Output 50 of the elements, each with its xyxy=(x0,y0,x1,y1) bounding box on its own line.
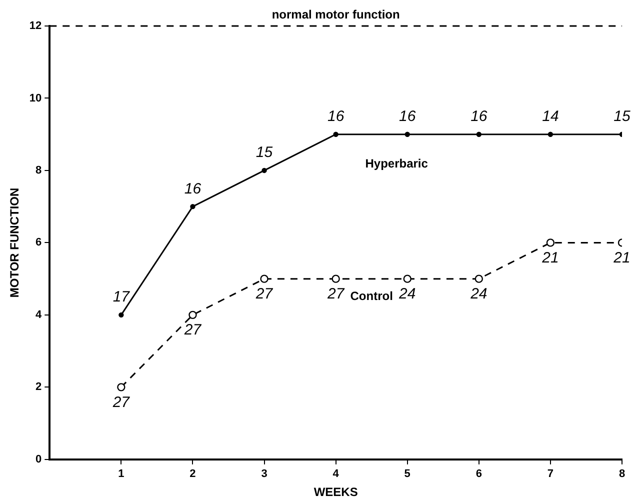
point xyxy=(117,383,126,392)
annotation: 27 xyxy=(183,322,202,339)
x-tick-label: 4 xyxy=(332,468,340,480)
y-tick-label: 10 xyxy=(29,92,42,104)
point xyxy=(118,312,124,318)
x-tick-label: 3 xyxy=(261,468,268,480)
point xyxy=(403,274,412,283)
point xyxy=(546,238,555,247)
point xyxy=(188,310,197,320)
point xyxy=(404,132,410,137)
annotation: 24 xyxy=(470,285,488,302)
annotation: 21 xyxy=(612,249,630,266)
series-label: Control xyxy=(350,289,393,304)
point xyxy=(476,132,482,137)
annotation: 14 xyxy=(542,108,559,126)
ref-line-label: normal motor function xyxy=(272,7,400,22)
series-label: Hyperbaric xyxy=(365,156,428,171)
point xyxy=(332,274,340,283)
annotation: 15 xyxy=(256,144,274,162)
x-tick-label: 7 xyxy=(547,468,554,480)
y-tick-label: 0 xyxy=(36,453,42,466)
annotation: 17 xyxy=(112,288,130,306)
y-tick-label: 8 xyxy=(36,164,42,176)
point xyxy=(333,132,338,137)
annotation: 16 xyxy=(399,108,416,126)
annotation: 27 xyxy=(326,285,345,302)
y-tick-label: 6 xyxy=(36,236,42,249)
point xyxy=(548,132,554,137)
annotation: 27 xyxy=(254,285,274,302)
annotation: 24 xyxy=(398,285,416,302)
point xyxy=(474,274,484,283)
x-tick-label: 2 xyxy=(190,468,196,480)
annotation: 16 xyxy=(470,108,488,126)
annotation: 21 xyxy=(541,249,559,266)
x-axis-title: WEEKS xyxy=(314,485,358,500)
x-tick-label: 8 xyxy=(618,468,626,480)
point xyxy=(262,168,267,174)
point xyxy=(190,204,196,210)
y-axis-title: MOTOR FUNCTION xyxy=(8,188,22,298)
y-tick-label: 12 xyxy=(29,20,42,32)
x-tick-label: 5 xyxy=(404,468,410,480)
x-tick-label: 6 xyxy=(476,468,482,480)
x-tick-label: 1 xyxy=(118,468,124,480)
point xyxy=(260,274,268,283)
annotation: 16 xyxy=(327,108,345,126)
annotation: 27 xyxy=(112,394,130,411)
annotation: 15 xyxy=(614,108,631,126)
y-tick-label: 4 xyxy=(36,308,43,321)
y-tick-label: 2 xyxy=(36,381,42,394)
annotation: 16 xyxy=(184,180,202,198)
